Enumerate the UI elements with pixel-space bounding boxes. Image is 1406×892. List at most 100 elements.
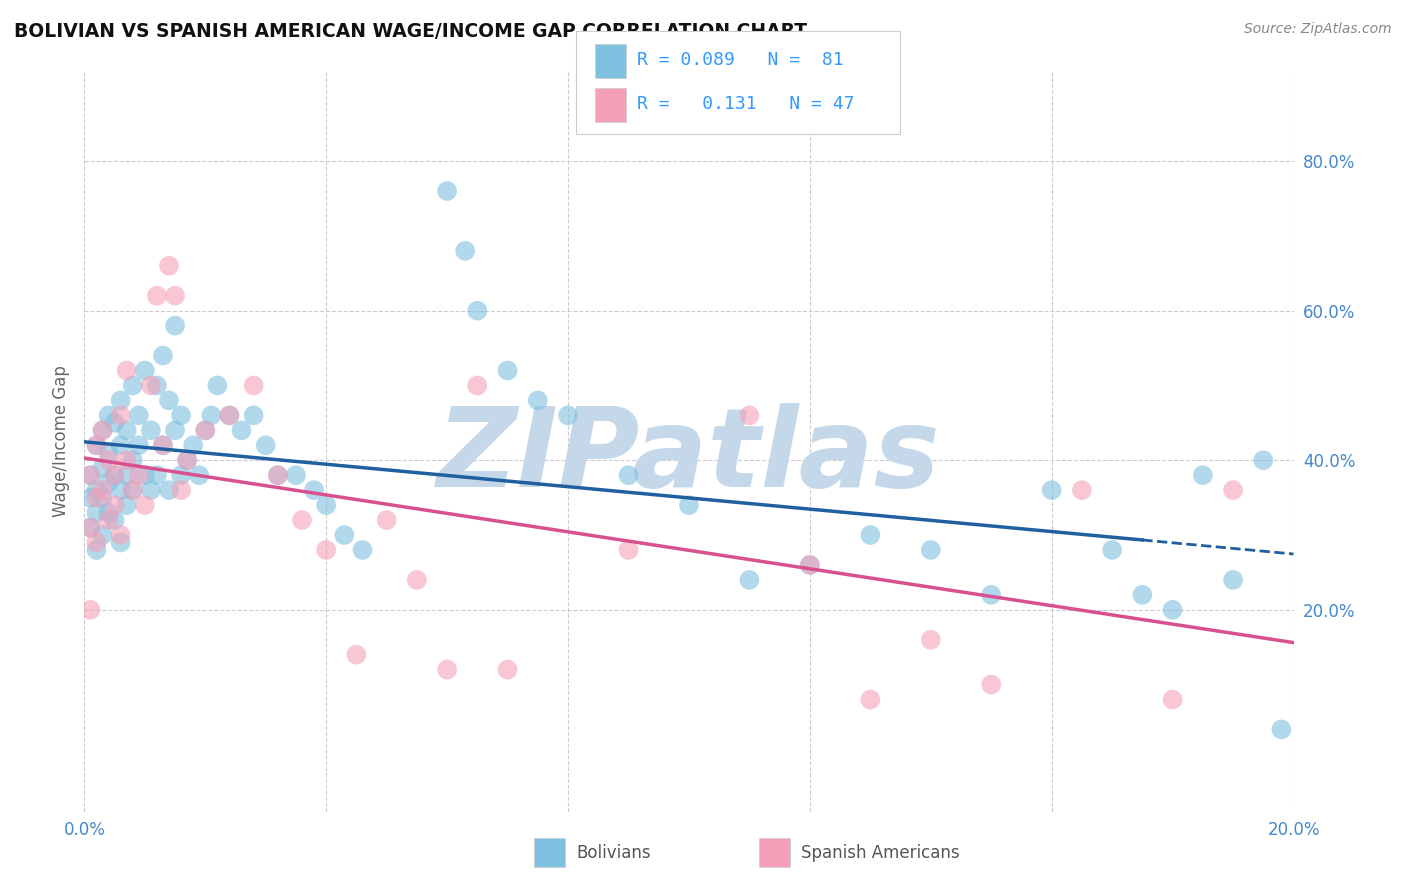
Point <box>799 558 821 572</box>
Point <box>121 378 143 392</box>
Point <box>91 483 114 497</box>
Text: Source: ZipAtlas.com: Source: ZipAtlas.com <box>1244 22 1392 37</box>
Point <box>110 438 132 452</box>
Point <box>165 318 187 333</box>
Point <box>218 409 240 423</box>
Point <box>79 468 101 483</box>
Point <box>1040 483 1063 497</box>
Point <box>678 498 700 512</box>
Point <box>315 543 337 558</box>
Point <box>406 573 429 587</box>
Point <box>242 409 264 423</box>
Point <box>181 438 204 452</box>
Point <box>110 483 132 497</box>
Point <box>86 543 108 558</box>
Point <box>121 483 143 497</box>
Point <box>104 416 127 430</box>
Point <box>139 378 162 392</box>
Point <box>79 520 101 534</box>
Point <box>980 677 1002 691</box>
Point <box>352 543 374 558</box>
Point <box>110 535 132 549</box>
Point <box>799 558 821 572</box>
Point <box>157 393 180 408</box>
Point <box>134 363 156 377</box>
Point <box>291 513 314 527</box>
Point <box>134 498 156 512</box>
Point <box>1222 483 1244 497</box>
Point <box>170 468 193 483</box>
Point <box>302 483 325 497</box>
Point <box>104 468 127 483</box>
Point <box>146 289 169 303</box>
Point <box>139 423 162 437</box>
Point <box>617 468 640 483</box>
Point <box>454 244 477 258</box>
Point <box>115 453 138 467</box>
Point <box>467 378 489 392</box>
Point <box>97 475 120 490</box>
Point <box>1222 573 1244 587</box>
Point <box>157 483 180 497</box>
Y-axis label: Wage/Income Gap: Wage/Income Gap <box>52 366 70 517</box>
Point <box>1071 483 1094 497</box>
Point <box>496 663 519 677</box>
Point <box>1253 453 1275 467</box>
Point <box>170 483 193 497</box>
Point <box>617 543 640 558</box>
Point <box>91 423 114 437</box>
Point <box>315 498 337 512</box>
Point <box>91 491 114 505</box>
Point <box>86 438 108 452</box>
Point <box>79 520 101 534</box>
Point <box>267 468 290 483</box>
Point <box>188 468 211 483</box>
Point <box>86 535 108 549</box>
Point <box>1130 588 1153 602</box>
Point <box>436 663 458 677</box>
Point <box>1192 468 1215 483</box>
Point <box>152 438 174 452</box>
Point <box>496 363 519 377</box>
Point <box>86 491 108 505</box>
Point <box>128 409 150 423</box>
Point <box>91 423 114 437</box>
Point <box>920 632 942 647</box>
Text: R = 0.089   N =  81: R = 0.089 N = 81 <box>637 51 844 69</box>
Point <box>333 528 356 542</box>
Point <box>285 468 308 483</box>
Point <box>146 468 169 483</box>
Point <box>91 460 114 475</box>
Point <box>121 483 143 497</box>
Point <box>115 468 138 483</box>
Point <box>467 303 489 318</box>
Point <box>165 289 187 303</box>
Point <box>110 393 132 408</box>
Point <box>134 468 156 483</box>
Point <box>176 453 198 467</box>
Point <box>1161 692 1184 706</box>
Point <box>738 409 761 423</box>
Text: Bolivians: Bolivians <box>576 844 651 862</box>
Point <box>115 423 138 437</box>
Point <box>436 184 458 198</box>
Point <box>346 648 368 662</box>
Point <box>1101 543 1123 558</box>
Point <box>104 468 127 483</box>
Point <box>97 513 120 527</box>
Point <box>115 363 138 377</box>
Point <box>738 573 761 587</box>
Text: R =   0.131   N = 47: R = 0.131 N = 47 <box>637 95 855 113</box>
Point <box>165 423 187 437</box>
Point <box>79 491 101 505</box>
Point <box>242 378 264 392</box>
Point <box>375 513 398 527</box>
Point <box>194 423 217 437</box>
Point <box>207 378 229 392</box>
Point <box>97 446 120 460</box>
Point <box>104 513 127 527</box>
Point <box>920 543 942 558</box>
Point <box>104 498 127 512</box>
Point <box>194 423 217 437</box>
Point <box>110 409 132 423</box>
